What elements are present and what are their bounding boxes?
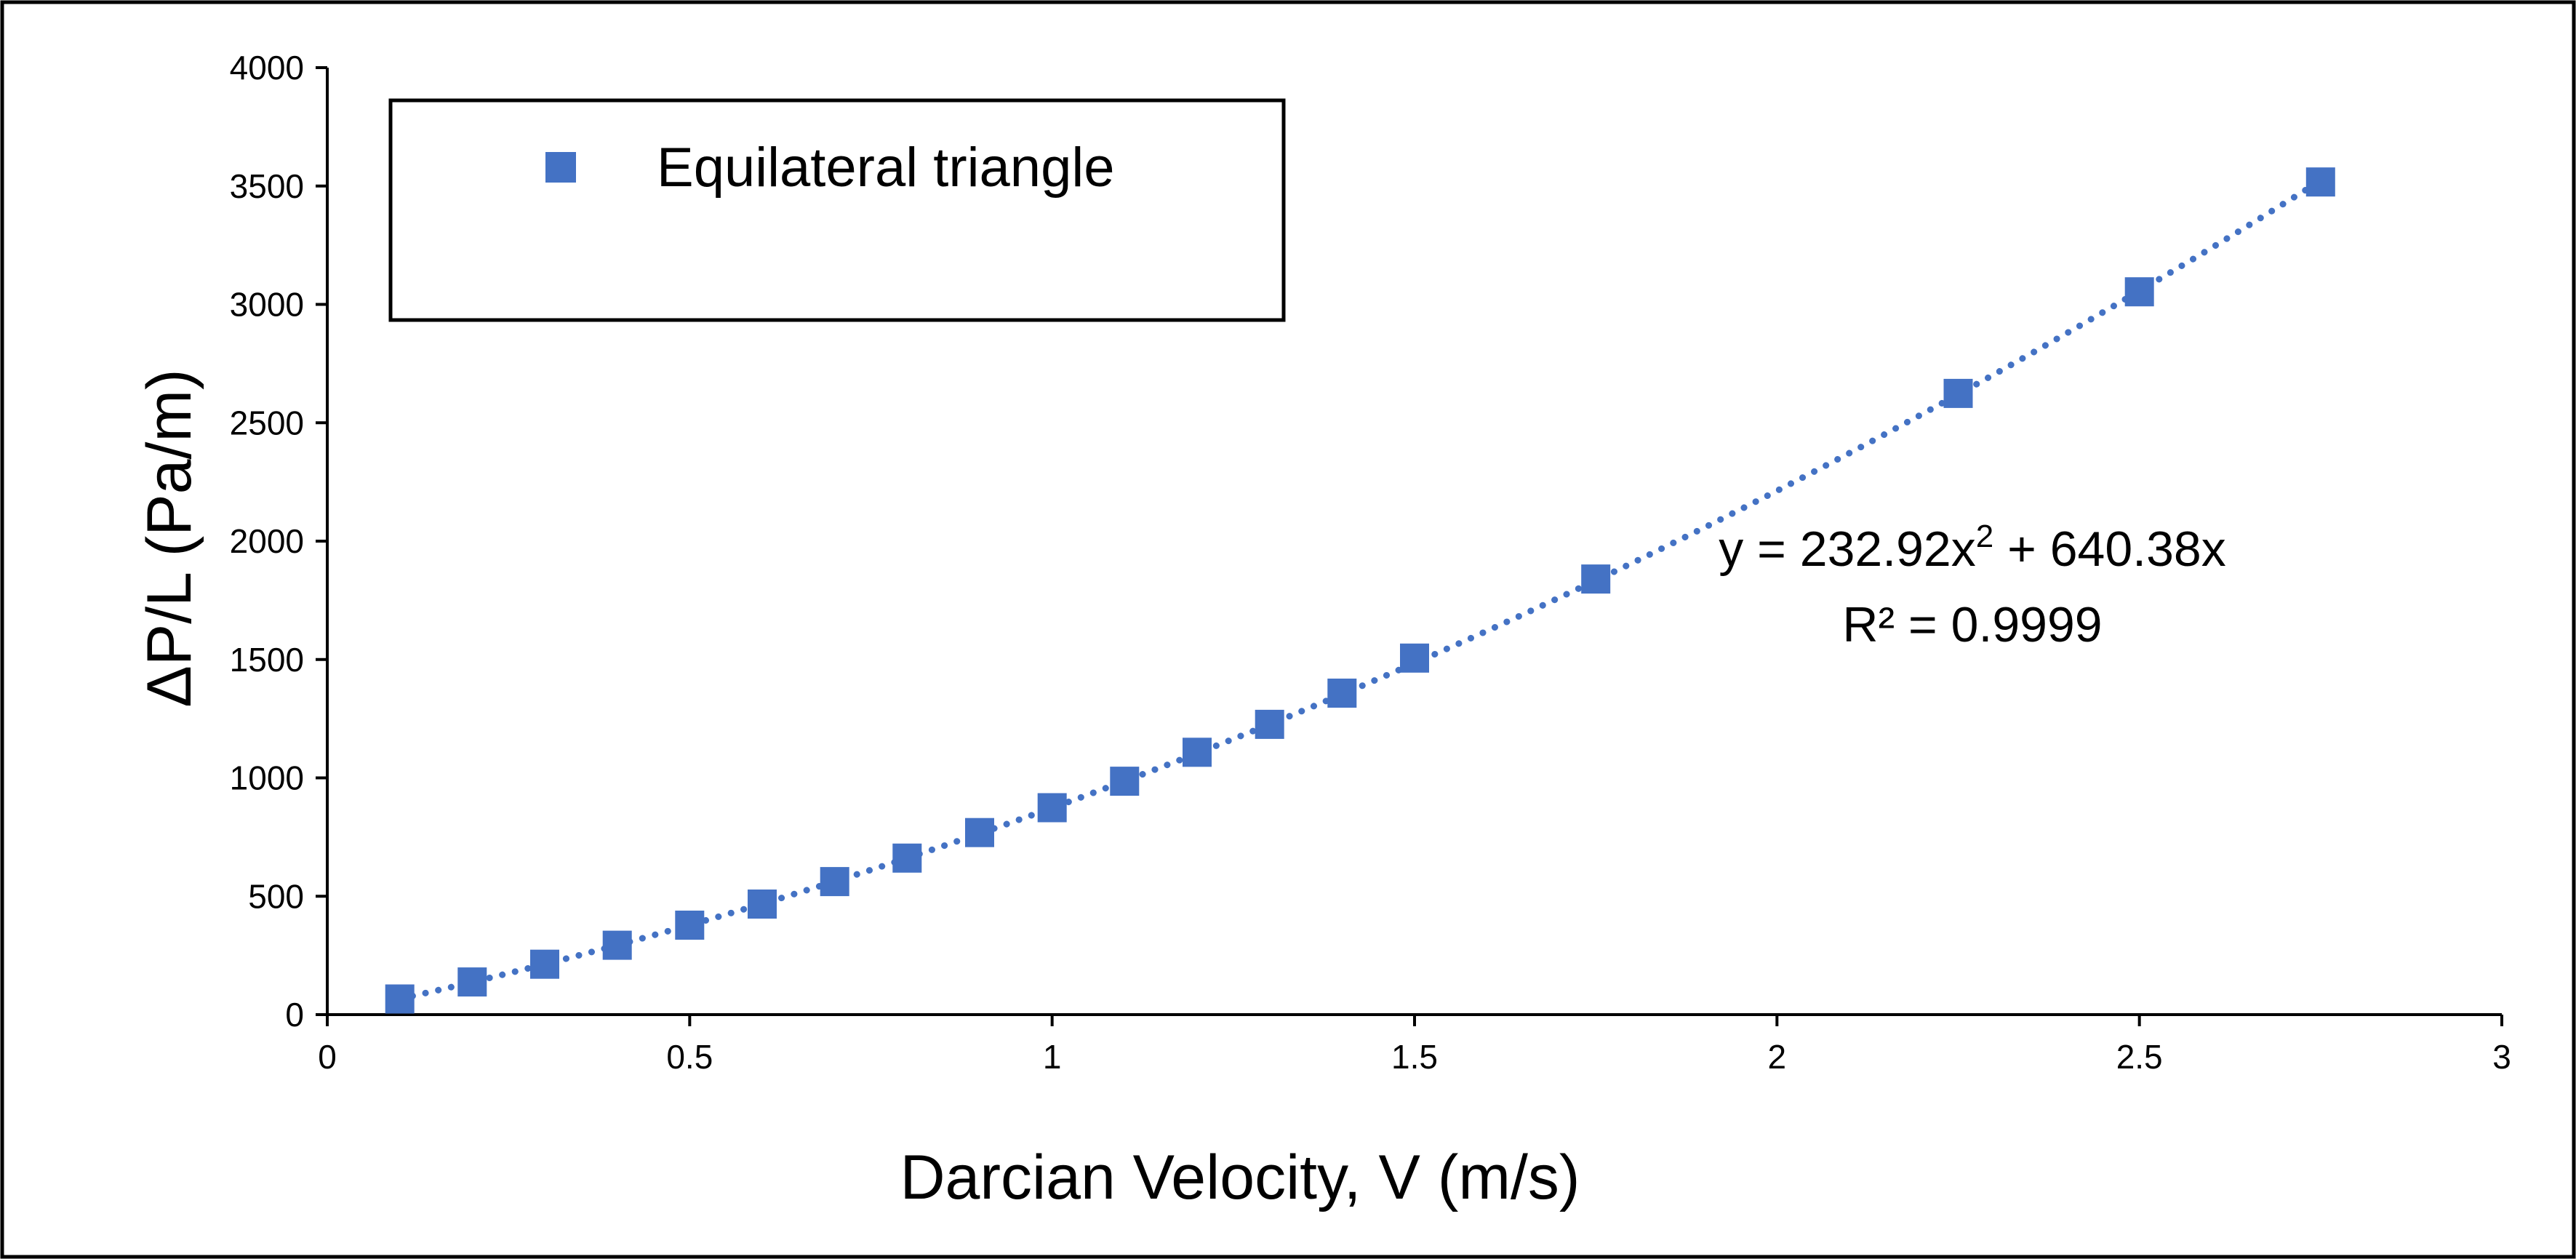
data-point	[1110, 767, 1140, 796]
x-tick-label: 2.5	[2116, 1038, 2163, 1076]
trendline-r-squared: R² = 0.9999	[1842, 597, 2102, 652]
y-tick-label: 4000	[230, 49, 304, 87]
x-axis-ticks: 0 0.5 1 1.5 2 2.5 3	[318, 1015, 2511, 1076]
trendline-equation: y = 232.92x2 + 640.38x	[1719, 519, 2225, 577]
x-tick-label: 0.5	[666, 1038, 713, 1076]
trendline-annotation: y = 232.92x2 + 640.38x R² = 0.9999	[1719, 519, 2225, 652]
x-tick-label: 0	[318, 1038, 337, 1076]
trendline-equation-exponent: 2	[1976, 519, 1993, 554]
data-point	[1943, 378, 1973, 408]
data-point	[1400, 643, 1429, 673]
x-tick-label: 3	[2492, 1038, 2511, 1076]
data-point	[385, 984, 415, 1014]
legend-box	[388, 98, 1286, 322]
data-point	[820, 867, 849, 897]
trendline	[396, 177, 2324, 1002]
data-point	[602, 930, 632, 960]
x-axis-title: Darcian Velocity, V (m/s)	[900, 1143, 1580, 1212]
y-axis-ticks: 0 500 1000 1500 2000 2500 3000 3500 4000	[230, 49, 327, 1034]
y-tick-label: 1000	[230, 759, 304, 797]
trendline-curve	[396, 177, 2324, 1002]
data-point	[2124, 277, 2154, 307]
data-point	[530, 949, 559, 979]
data-point	[748, 890, 777, 919]
trendline-equation-main: y = 232.92x	[1719, 521, 1975, 577]
y-tick-label: 0	[285, 996, 304, 1034]
data-point	[457, 967, 487, 997]
y-axis-title: ΔP/L (Pa/m)	[135, 369, 204, 707]
trendline-equation-linear: + 640.38x	[1993, 521, 2225, 577]
legend: Equilateral triangle	[388, 98, 1286, 322]
x-tick-label: 1.5	[1391, 1038, 1438, 1076]
y-tick-label: 2500	[230, 404, 304, 441]
data-points	[385, 167, 2335, 1014]
y-tick-label: 1500	[230, 641, 304, 679]
data-point	[1255, 709, 1284, 739]
y-tick-label: 3000	[230, 286, 304, 324]
y-tick-label: 500	[248, 877, 304, 915]
data-point	[1581, 564, 1611, 594]
data-point	[675, 911, 705, 940]
data-point	[965, 818, 994, 847]
y-tick-label: 2000	[230, 522, 304, 560]
data-point	[2305, 167, 2335, 197]
data-point	[1183, 738, 1212, 767]
x-tick-label: 1	[1043, 1038, 1062, 1076]
data-point	[892, 843, 922, 873]
y-tick-label: 3500	[230, 167, 304, 205]
x-tick-label: 2	[1768, 1038, 1787, 1076]
legend-label: Equilateral triangle	[657, 137, 1115, 199]
data-point	[1327, 679, 1357, 708]
legend-marker	[545, 152, 576, 183]
data-point	[1037, 793, 1067, 823]
